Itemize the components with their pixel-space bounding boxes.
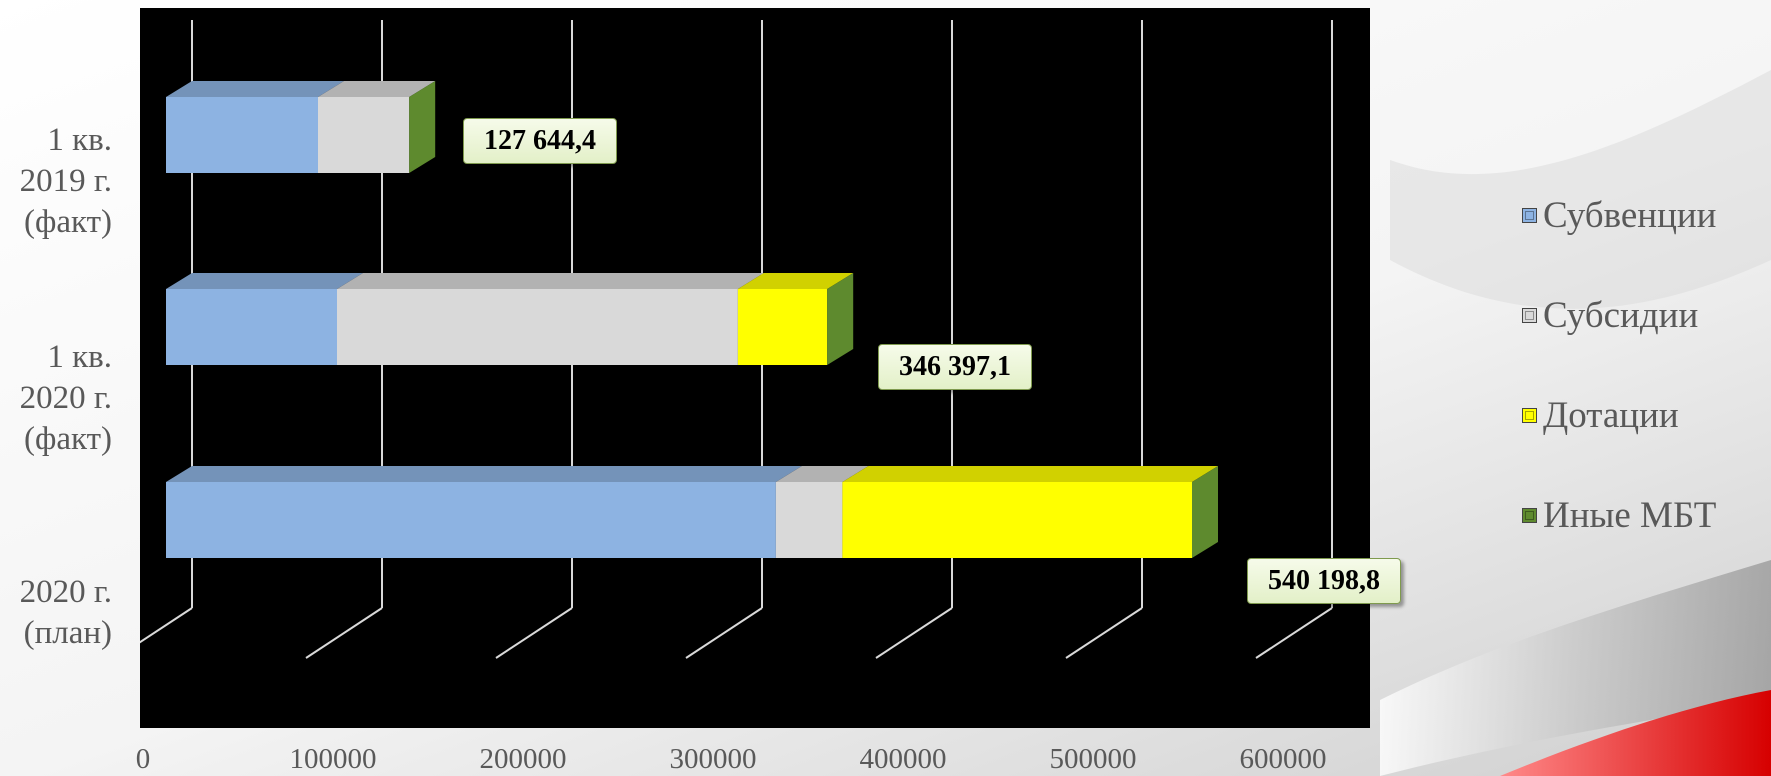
category-label-q1-2019: 1 кв. 2019 г. (факт) xyxy=(19,122,112,240)
x-tick-label-3: 300000 xyxy=(669,743,757,775)
legend-item-grants: Дотации xyxy=(1522,365,1716,465)
bar-segment-0-0 xyxy=(166,97,318,173)
bar-end-cap-2 xyxy=(1192,466,1218,558)
x-tick-label-1: 100000 xyxy=(289,743,377,775)
x-tick-label-5: 500000 xyxy=(1049,743,1137,775)
legend-swatch-grants xyxy=(1522,407,1537,423)
category-label-2020-plan: 2020 г. (план) xyxy=(19,574,112,651)
legend-label-other-transfers: Иные МБТ xyxy=(1543,494,1717,536)
gridline-floor-6 xyxy=(1255,607,1333,659)
bar-top-1-1 xyxy=(337,273,764,289)
bar-top-0-1 xyxy=(318,81,436,97)
x-tick-label-4: 400000 xyxy=(859,743,947,775)
bar-top-2-2 xyxy=(842,466,1218,482)
legend-swatch-other-transfers xyxy=(1522,507,1537,523)
legend-label-subsidies: Субсидии xyxy=(1543,294,1699,336)
total-label-q1-2019: 127 644,4 xyxy=(463,118,617,164)
legend-swatch-subsidies xyxy=(1522,307,1537,323)
chart-canvas xyxy=(140,20,1333,659)
bar-segment-2-2 xyxy=(842,482,1192,558)
legend-item-subsidies: Субсидии xyxy=(1522,265,1716,365)
bar-top-0-0 xyxy=(166,81,344,97)
gridline-floor-0 xyxy=(140,607,193,644)
gridline-floor-1 xyxy=(305,607,383,659)
bar-top-2-1 xyxy=(775,466,869,482)
bar-end-cap-0 xyxy=(409,81,436,173)
total-label-q1-2020: 346 397,1 xyxy=(878,344,1032,390)
x-tick-label-2: 200000 xyxy=(479,743,567,775)
x-tick-label-0: 0 xyxy=(135,743,151,775)
bar-segment-1-2 xyxy=(737,289,828,365)
legend-label-grants: Дотации xyxy=(1543,394,1679,436)
bar-segment-1-0 xyxy=(166,289,337,365)
gridline-floor-5 xyxy=(1065,607,1143,659)
total-label-2020-plan: 540 198,8 xyxy=(1247,558,1401,604)
bar-top-1-0 xyxy=(166,273,363,289)
category-label-q1-2020: 1 кв. 2020 г. (факт) xyxy=(19,339,112,457)
x-tick-label-6: 600000 xyxy=(1239,743,1327,775)
bar-top-2-0 xyxy=(166,466,802,482)
legend: Субвенции Субсидии Дотации Иные МБТ xyxy=(1522,165,1716,565)
gridline-floor-3 xyxy=(685,607,763,659)
legend-item-other-transfers: Иные МБТ xyxy=(1522,465,1716,565)
bar-segment-2-1 xyxy=(775,482,843,558)
legend-swatch-subventions xyxy=(1522,207,1537,223)
bar-end-cap-1 xyxy=(827,273,854,365)
bar-segment-0-1 xyxy=(318,97,410,173)
gridline-floor-4 xyxy=(875,607,953,659)
plot-area xyxy=(140,8,1370,728)
bar-segment-2-0 xyxy=(166,482,776,558)
legend-item-subventions: Субвенции xyxy=(1522,165,1716,265)
bar-top-1-2 xyxy=(737,273,854,289)
gridline-floor-2 xyxy=(495,607,573,659)
legend-label-subventions: Субвенции xyxy=(1543,194,1717,236)
bar-segment-1-1 xyxy=(337,289,738,365)
